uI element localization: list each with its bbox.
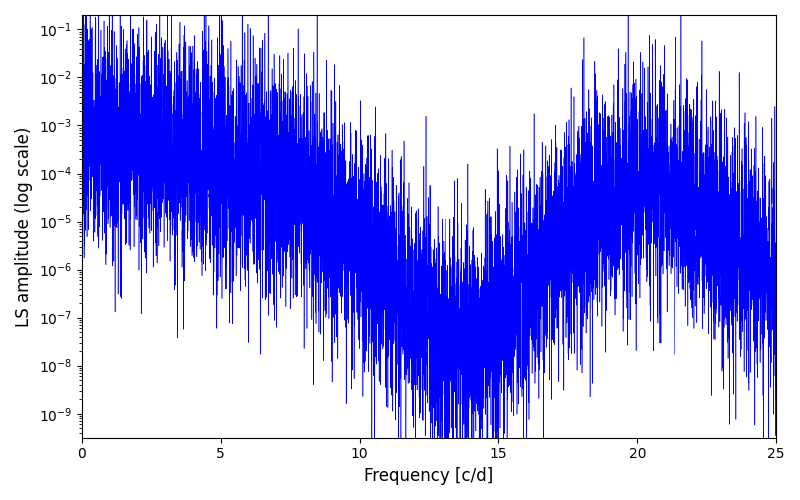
Y-axis label: LS amplitude (log scale): LS amplitude (log scale) — [15, 126, 33, 326]
X-axis label: Frequency [c/d]: Frequency [c/d] — [364, 467, 494, 485]
